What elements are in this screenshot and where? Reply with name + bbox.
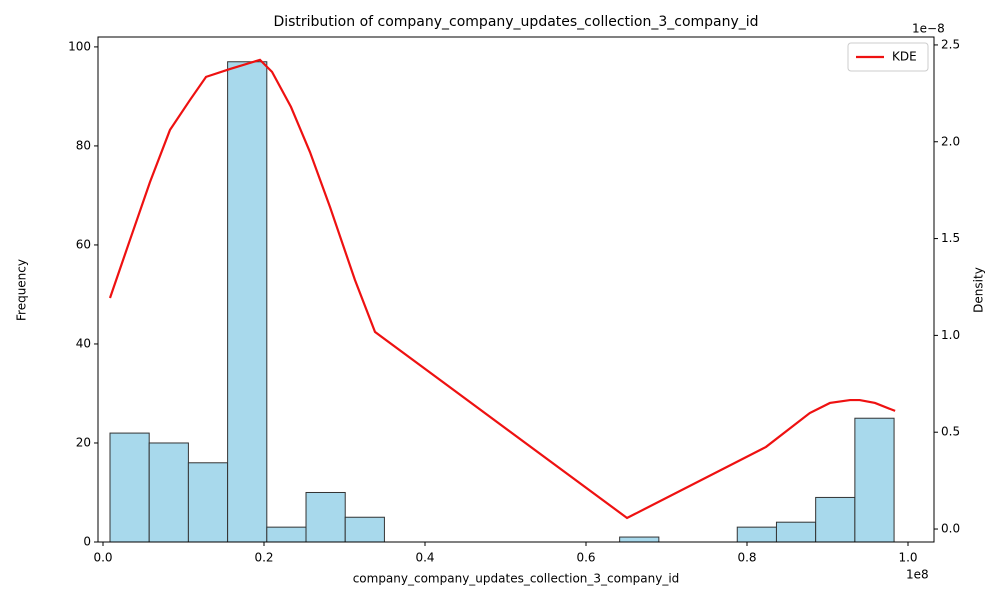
y2-tick-label: 0.0: [941, 522, 960, 536]
y2-tick-label: 1.0: [941, 328, 960, 342]
y2-tick-label: 1.5: [941, 231, 960, 245]
bar: [266, 526, 307, 543]
bar: [736, 526, 777, 543]
y2-tick-label: 2.5: [941, 37, 960, 51]
bar: [227, 61, 268, 543]
legend-label: KDE: [892, 50, 917, 64]
x-tick-label: 0.8: [737, 551, 756, 565]
plot-frame: [97, 36, 935, 543]
legend-box: [847, 42, 929, 72]
y-tick-label: 100: [68, 39, 91, 53]
bar: [815, 496, 856, 543]
x-tick-label: 0.0: [93, 551, 112, 565]
kde-line: [108, 58, 896, 520]
y2-tick-label: 0.5: [941, 425, 960, 439]
y-axis-label: Frequency: [15, 259, 29, 321]
y-tick-label: 20: [76, 435, 91, 449]
bar: [619, 536, 660, 543]
bar: [148, 442, 189, 543]
y-tick-label: 40: [76, 336, 91, 350]
bar: [344, 516, 385, 543]
bar: [109, 432, 150, 543]
y-tick-label: 60: [76, 237, 91, 251]
y2-axis-label: Density: [972, 267, 986, 313]
bar: [305, 491, 346, 543]
y2-offset-label: 1e−8: [912, 22, 945, 36]
chart-title: Distribution of company_company_updates_…: [273, 14, 758, 30]
y-tick-label: 0: [83, 535, 91, 549]
x-tick-label: 0.6: [576, 551, 595, 565]
x-tick-label: 0.4: [415, 551, 434, 565]
x-offset-label: 1e8: [906, 568, 929, 582]
bar: [187, 462, 229, 543]
bar: [854, 417, 895, 543]
x-tick-label: 1.0: [898, 551, 917, 565]
y2-tick-label: 2.0: [941, 134, 960, 148]
x-tick-label: 0.2: [254, 551, 273, 565]
y-tick-label: 80: [76, 138, 91, 152]
x-axis-label: company_company_updates_collection_3_com…: [353, 572, 680, 586]
bar: [775, 521, 817, 543]
